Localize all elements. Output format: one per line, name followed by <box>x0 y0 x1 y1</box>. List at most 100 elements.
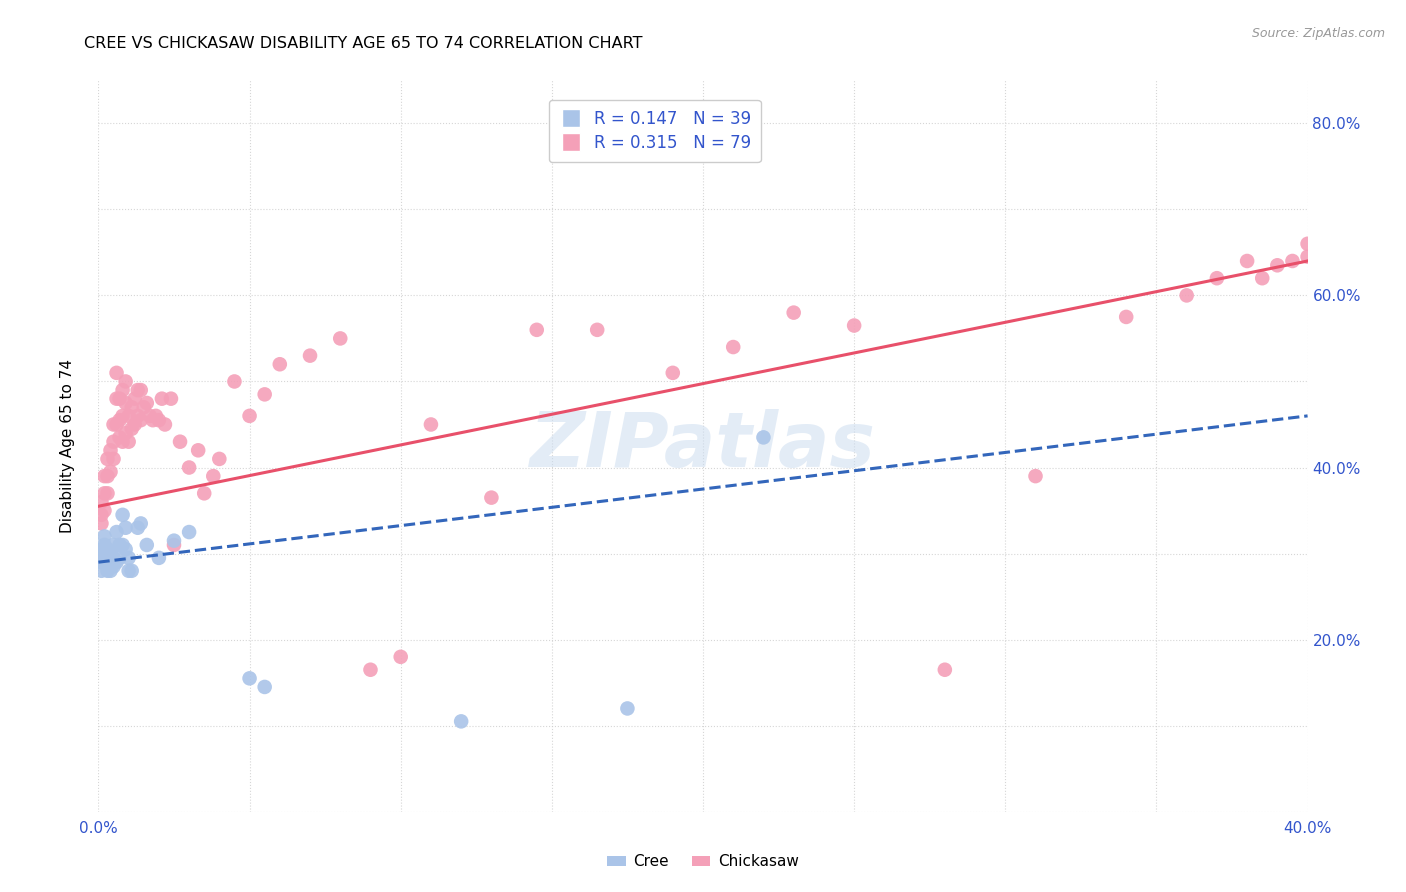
Point <box>253 387 276 401</box>
Point <box>145 409 167 423</box>
Point <box>108 413 131 427</box>
Point <box>90 555 112 569</box>
Point <box>114 521 136 535</box>
Point <box>93 555 115 569</box>
Point <box>124 417 146 432</box>
Point <box>129 413 152 427</box>
Point <box>193 486 215 500</box>
Point <box>124 392 146 406</box>
Point <box>253 680 276 694</box>
Text: CREE VS CHICKASAW DISABILITY AGE 65 TO 74 CORRELATION CHART: CREE VS CHICKASAW DISABILITY AGE 65 TO 7… <box>84 36 643 51</box>
Point <box>90 508 112 522</box>
Point <box>239 409 262 423</box>
Point <box>93 486 115 500</box>
Point <box>148 413 170 427</box>
Point <box>224 375 246 389</box>
Point <box>90 550 112 565</box>
Point <box>160 392 183 406</box>
Legend: R = 0.147   N = 39, R = 0.315   N = 79: R = 0.147 N = 39, R = 0.315 N = 79 <box>548 100 761 162</box>
Point <box>1024 469 1046 483</box>
Point <box>111 538 134 552</box>
Point <box>179 524 201 539</box>
Point <box>208 451 231 466</box>
Point <box>114 542 136 557</box>
Point <box>239 671 262 685</box>
Point <box>103 550 125 565</box>
Point <box>163 533 186 548</box>
Point <box>121 401 143 415</box>
Point <box>360 663 382 677</box>
Point <box>96 564 118 578</box>
Point <box>111 409 134 423</box>
Point <box>90 564 112 578</box>
Point <box>1175 288 1198 302</box>
Point <box>526 323 548 337</box>
Point <box>1206 271 1229 285</box>
Point <box>1251 271 1274 285</box>
Point <box>127 383 149 397</box>
Point <box>108 550 131 565</box>
Point <box>129 516 152 531</box>
Point <box>153 417 176 432</box>
Point <box>103 434 125 449</box>
Point <box>450 714 472 729</box>
Point <box>135 396 157 410</box>
Point <box>105 555 128 569</box>
Point <box>108 430 131 444</box>
Point <box>129 383 152 397</box>
Point <box>723 340 745 354</box>
Point <box>420 417 443 432</box>
Point <box>93 538 115 552</box>
Point <box>752 430 775 444</box>
Point <box>103 451 125 466</box>
Point <box>783 305 806 319</box>
Point <box>93 503 115 517</box>
Point <box>96 469 118 483</box>
Point <box>121 422 143 436</box>
Point <box>389 649 412 664</box>
Point <box>127 409 149 423</box>
Point <box>121 564 143 578</box>
Point <box>934 663 956 677</box>
Point <box>269 357 291 371</box>
Point <box>1267 258 1289 272</box>
Point <box>139 409 162 423</box>
Point <box>118 409 141 423</box>
Point <box>114 426 136 441</box>
Point <box>1115 310 1137 324</box>
Point <box>105 366 128 380</box>
Point <box>329 331 352 345</box>
Point <box>114 375 136 389</box>
Point <box>108 392 131 406</box>
Point <box>93 529 115 543</box>
Point <box>169 434 191 449</box>
Point <box>202 469 225 483</box>
Point <box>105 524 128 539</box>
Point <box>1281 254 1303 268</box>
Point <box>90 542 112 557</box>
Point <box>114 396 136 410</box>
Point <box>103 538 125 552</box>
Point <box>93 469 115 483</box>
Point <box>187 443 209 458</box>
Point <box>127 521 149 535</box>
Point <box>105 392 128 406</box>
Point <box>179 460 201 475</box>
Point <box>90 516 112 531</box>
Point <box>1296 236 1319 251</box>
Point <box>90 495 112 509</box>
Point <box>100 547 122 561</box>
Point <box>111 508 134 522</box>
Point <box>132 401 155 415</box>
Point <box>103 559 125 574</box>
Point <box>118 564 141 578</box>
Point <box>148 550 170 565</box>
Point <box>100 555 122 569</box>
Point <box>103 417 125 432</box>
Legend: Cree, Chickasaw: Cree, Chickasaw <box>602 848 804 875</box>
Point <box>111 383 134 397</box>
Point <box>661 366 683 380</box>
Point <box>586 323 609 337</box>
Point <box>100 465 122 479</box>
Point <box>163 538 186 552</box>
